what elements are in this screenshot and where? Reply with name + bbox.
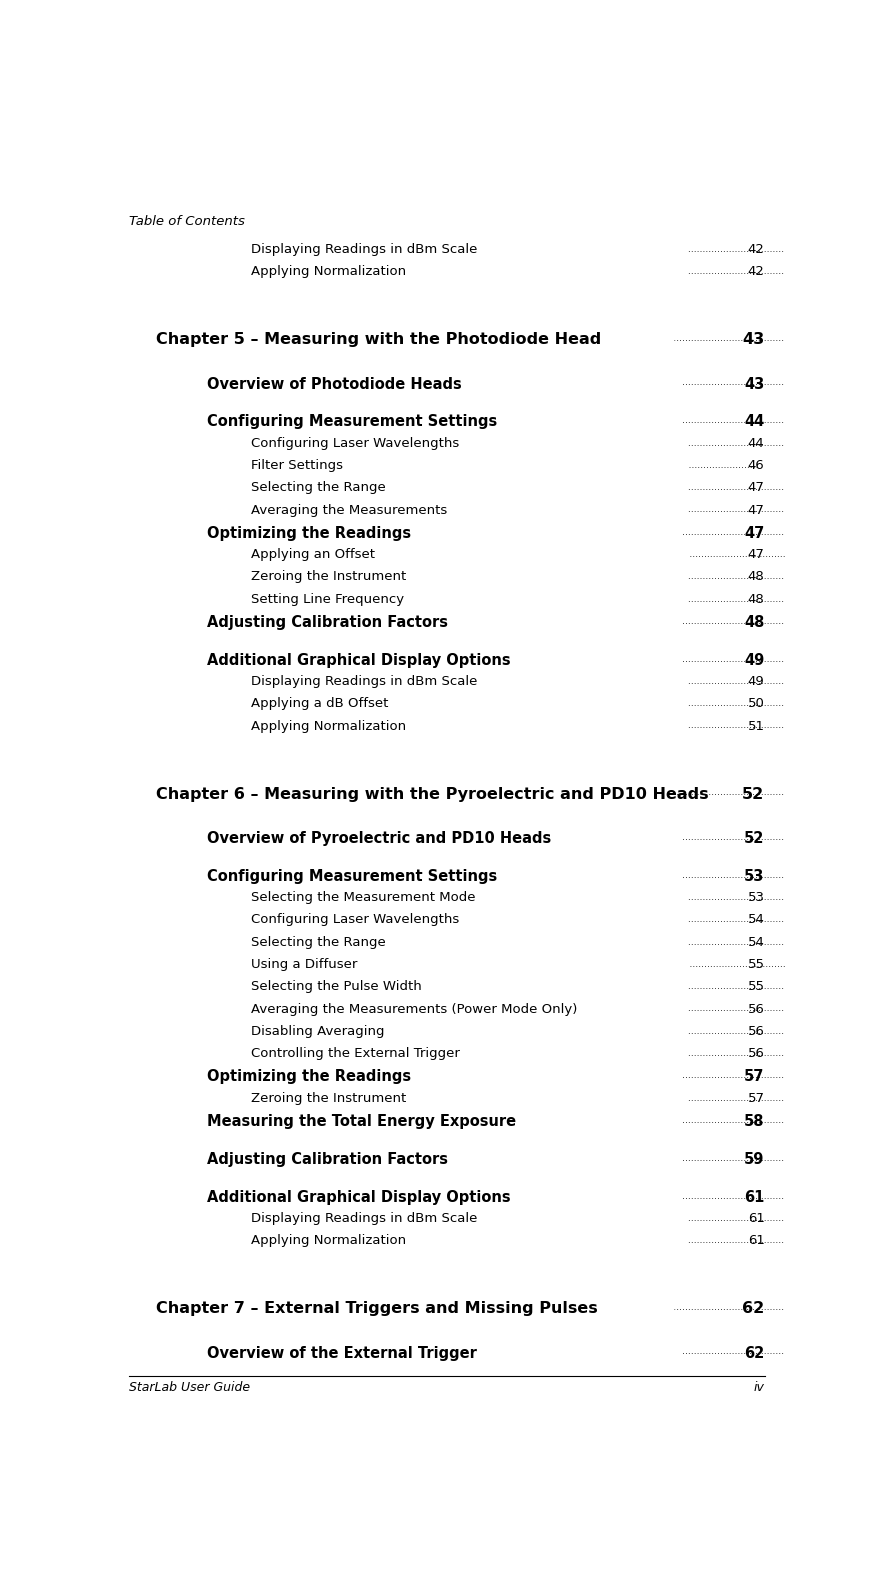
Text: Chapter 7 – External Triggers and Missing Pulses: Chapter 7 – External Triggers and Missin… bbox=[156, 1301, 598, 1316]
Text: 47: 47 bbox=[747, 548, 765, 561]
Text: 47: 47 bbox=[745, 526, 765, 540]
Text: Selecting the Range: Selecting the Range bbox=[251, 481, 385, 495]
Text: Overview of the External Trigger: Overview of the External Trigger bbox=[207, 1346, 477, 1360]
Text: 43: 43 bbox=[745, 377, 765, 391]
Text: Applying a dB Offset: Applying a dB Offset bbox=[251, 698, 388, 710]
Text: Applying an Offset: Applying an Offset bbox=[251, 548, 375, 561]
Text: 47: 47 bbox=[747, 504, 765, 517]
Text: 52: 52 bbox=[742, 787, 765, 801]
Text: Selecting the Measurement Mode: Selecting the Measurement Mode bbox=[251, 891, 475, 905]
Text: Applying Normalization: Applying Normalization bbox=[251, 1235, 406, 1247]
Text: Averaging the Measurements: Averaging the Measurements bbox=[251, 504, 447, 517]
Text: 46: 46 bbox=[748, 459, 765, 471]
Text: 56: 56 bbox=[747, 1024, 765, 1038]
Text: Overview of Photodiode Heads: Overview of Photodiode Heads bbox=[207, 377, 462, 391]
Text: 42: 42 bbox=[747, 265, 765, 278]
Text: 49: 49 bbox=[748, 676, 765, 688]
Text: Adjusting Calibration Factors: Adjusting Calibration Factors bbox=[207, 614, 448, 630]
Text: 58: 58 bbox=[744, 1114, 765, 1130]
Text: 56: 56 bbox=[747, 1048, 765, 1060]
Text: 50: 50 bbox=[747, 698, 765, 710]
Text: 42: 42 bbox=[747, 244, 765, 256]
Text: 49: 49 bbox=[745, 654, 765, 668]
Text: iv: iv bbox=[753, 1381, 765, 1393]
Text: 61: 61 bbox=[747, 1211, 765, 1225]
Text: 54: 54 bbox=[747, 936, 765, 949]
Text: Configuring Measurement Settings: Configuring Measurement Settings bbox=[207, 869, 497, 884]
Text: 52: 52 bbox=[744, 831, 765, 847]
Text: Additional Graphical Display Options: Additional Graphical Display Options bbox=[207, 1189, 511, 1205]
Text: 56: 56 bbox=[747, 1002, 765, 1015]
Text: Chapter 5 – Measuring with the Photodiode Head: Chapter 5 – Measuring with the Photodiod… bbox=[156, 331, 602, 347]
Text: Selecting the Pulse Width: Selecting the Pulse Width bbox=[251, 980, 422, 993]
Text: Configuring Laser Wavelengths: Configuring Laser Wavelengths bbox=[251, 913, 460, 927]
Text: Displaying Readings in dBm Scale: Displaying Readings in dBm Scale bbox=[251, 244, 477, 256]
Text: 55: 55 bbox=[747, 980, 765, 993]
Text: Zeroing the Instrument: Zeroing the Instrument bbox=[251, 570, 406, 583]
Text: Using a Diffuser: Using a Diffuser bbox=[251, 958, 358, 971]
Text: Configuring Laser Wavelengths: Configuring Laser Wavelengths bbox=[251, 437, 460, 449]
Text: Adjusting Calibration Factors: Adjusting Calibration Factors bbox=[207, 1152, 448, 1167]
Text: 62: 62 bbox=[745, 1346, 765, 1360]
Text: 43: 43 bbox=[742, 331, 765, 347]
Text: 61: 61 bbox=[744, 1189, 765, 1205]
Text: Averaging the Measurements (Power Mode Only): Averaging the Measurements (Power Mode O… bbox=[251, 1002, 577, 1015]
Text: Optimizing the Readings: Optimizing the Readings bbox=[207, 526, 411, 540]
Text: Overview of Pyroelectric and PD10 Heads: Overview of Pyroelectric and PD10 Heads bbox=[207, 831, 551, 847]
Text: Displaying Readings in dBm Scale: Displaying Readings in dBm Scale bbox=[251, 1211, 477, 1225]
Text: 44: 44 bbox=[748, 437, 765, 449]
Text: Additional Graphical Display Options: Additional Graphical Display Options bbox=[207, 654, 511, 668]
Text: 47: 47 bbox=[747, 481, 765, 495]
Text: 44: 44 bbox=[745, 415, 765, 429]
Text: 61: 61 bbox=[747, 1235, 765, 1247]
Text: StarLab User Guide: StarLab User Guide bbox=[129, 1381, 250, 1393]
Text: Filter Settings: Filter Settings bbox=[251, 459, 343, 471]
Text: Applying Normalization: Applying Normalization bbox=[251, 265, 406, 278]
Text: Table of Contents: Table of Contents bbox=[129, 215, 245, 228]
Text: Setting Line Frequency: Setting Line Frequency bbox=[251, 592, 404, 606]
Text: Optimizing the Readings: Optimizing the Readings bbox=[207, 1070, 411, 1084]
Text: 54: 54 bbox=[747, 913, 765, 927]
Text: Configuring Measurement Settings: Configuring Measurement Settings bbox=[207, 415, 497, 429]
Text: Measuring the Total Energy Exposure: Measuring the Total Energy Exposure bbox=[207, 1114, 516, 1130]
Text: 48: 48 bbox=[744, 614, 765, 630]
Text: 53: 53 bbox=[744, 869, 765, 884]
Text: 51: 51 bbox=[747, 720, 765, 732]
Text: Selecting the Range: Selecting the Range bbox=[251, 936, 385, 949]
Text: 57: 57 bbox=[747, 1092, 765, 1104]
Text: Applying Normalization: Applying Normalization bbox=[251, 720, 406, 732]
Text: 55: 55 bbox=[747, 958, 765, 971]
Text: Controlling the External Trigger: Controlling the External Trigger bbox=[251, 1048, 460, 1060]
Text: 57: 57 bbox=[744, 1070, 765, 1084]
Text: 62: 62 bbox=[742, 1301, 765, 1316]
Text: 59: 59 bbox=[744, 1152, 765, 1167]
Text: 53: 53 bbox=[747, 891, 765, 905]
Text: Zeroing the Instrument: Zeroing the Instrument bbox=[251, 1092, 406, 1104]
Text: 48: 48 bbox=[748, 570, 765, 583]
Text: Disabling Averaging: Disabling Averaging bbox=[251, 1024, 385, 1038]
Text: Displaying Readings in dBm Scale: Displaying Readings in dBm Scale bbox=[251, 676, 477, 688]
Text: 48: 48 bbox=[748, 592, 765, 606]
Text: Chapter 6 – Measuring with the Pyroelectric and PD10 Heads: Chapter 6 – Measuring with the Pyroelect… bbox=[156, 787, 709, 801]
